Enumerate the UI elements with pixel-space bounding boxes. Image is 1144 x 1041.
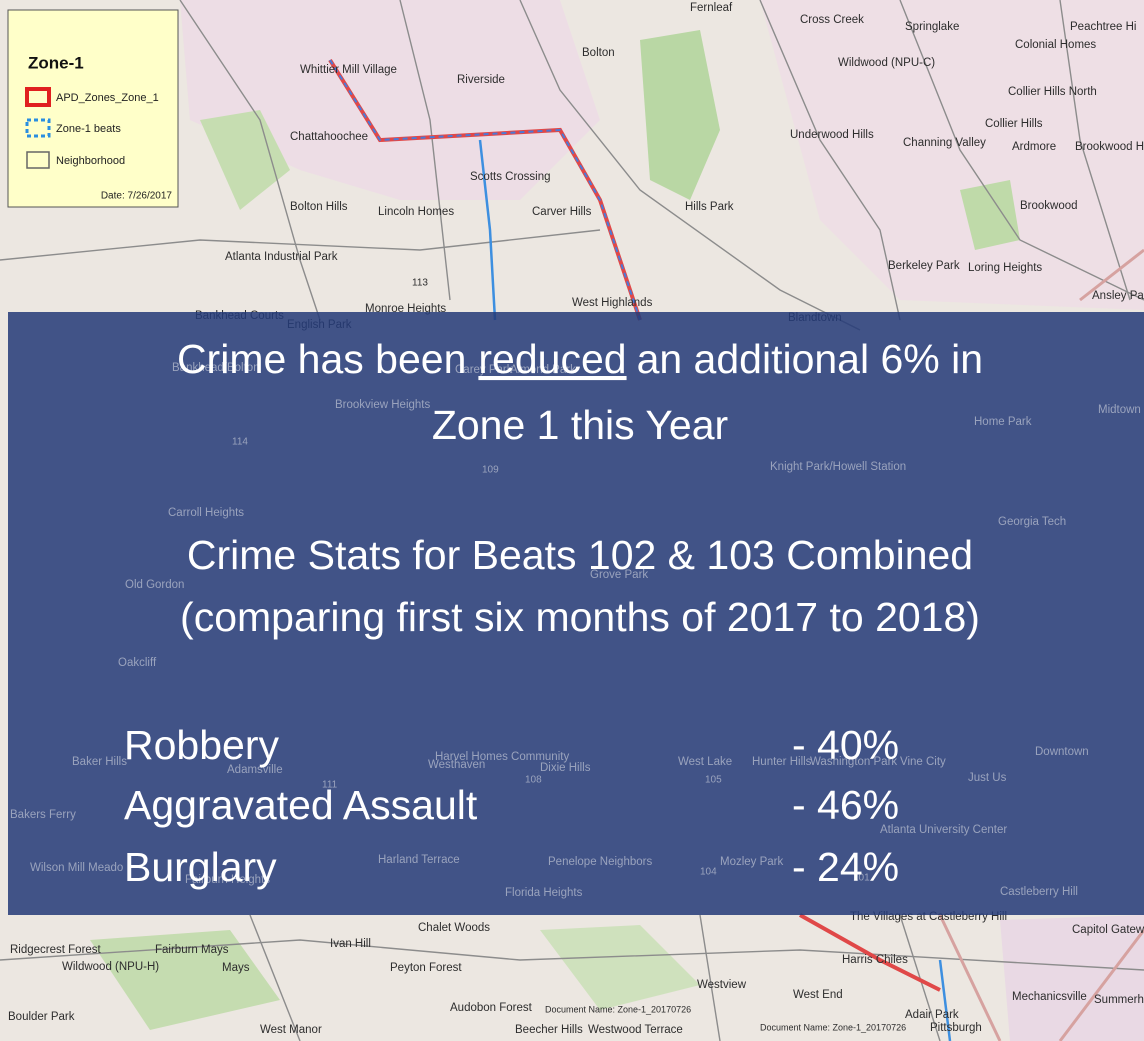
page: Fernleaf Cross Creek Springlake Peachtree H… <box>0 0 1144 1041</box>
map-label: Pittsburgh <box>930 1022 982 1034</box>
subtitle: Crime Stats for Beats 102 & 103 Combined <box>187 532 973 578</box>
map-label: Carroll Heights <box>168 507 244 519</box>
subtitle: (comparing first six months of 2017 to 2… <box>180 594 980 640</box>
legend-item: APD_Zones_Zone_1 <box>56 92 159 104</box>
map-label: Downtown <box>1035 746 1089 758</box>
map-label: Carver Hills <box>532 206 592 218</box>
map-label: Chalet Woods <box>418 922 490 934</box>
map-label: Florida Heights <box>505 887 583 899</box>
map-label: West Highlands <box>572 297 653 309</box>
stat-value: - 24% <box>792 844 899 890</box>
map-label: Document Name: Zone-1_20170726 <box>545 1004 691 1014</box>
headline-part: Crime has been <box>177 336 466 382</box>
map-label: Springlake <box>905 21 959 33</box>
stat-label: Robbery <box>124 722 279 768</box>
map-label: 114 <box>232 437 248 448</box>
map-label: Just Us <box>968 772 1007 784</box>
headline: Zone 1 this Year <box>432 402 728 448</box>
map-label: Mays <box>222 962 250 974</box>
headline-emphasis: reduced <box>478 336 626 382</box>
map-label: Home Park <box>974 416 1032 428</box>
map-label: Ardmore <box>1012 141 1056 153</box>
map-label: Mozley Park <box>720 856 784 868</box>
map-label: Bakers Ferry <box>10 809 76 821</box>
headline-part: an additional 6% in <box>637 336 983 382</box>
map-label: Harland Terrace <box>378 854 460 866</box>
map-label: Bolton <box>582 47 615 59</box>
map-label: 108 <box>525 775 542 786</box>
map-label: Riverside <box>457 74 505 86</box>
stat-value: - 46% <box>792 782 899 828</box>
map-label: 105 <box>705 775 722 786</box>
map-label: Wildwood (NPU-C) <box>838 57 935 69</box>
map-label: 113 <box>412 278 428 289</box>
map-label: Old Gordon <box>125 579 184 591</box>
map-label: Lincoln Homes <box>378 206 454 218</box>
map-label: 104 <box>700 867 717 878</box>
map-label: Cross Creek <box>800 14 864 26</box>
map-label: Peyton Forest <box>390 962 462 974</box>
map-label: Adair Park <box>905 1009 959 1021</box>
map-label: Westwood Terrace <box>588 1024 683 1036</box>
map-label: Atlanta Industrial Park <box>225 251 338 263</box>
map-label: Midtown <box>1098 404 1141 416</box>
map-label: Peachtree Hi <box>1070 21 1136 33</box>
map-label: Capitol Gatew <box>1072 924 1144 936</box>
map-label: Ivan Hill <box>330 938 371 950</box>
map-label: Document Name: Zone-1_20170726 <box>760 1022 906 1032</box>
map-label: Summerhi <box>1094 994 1144 1006</box>
map-label: Boulder Park <box>8 1011 75 1023</box>
map-label: Underwood Hills <box>790 129 874 141</box>
map-label: Mechanicsville <box>1012 991 1087 1003</box>
map-label: Penelope Neighbors <box>548 856 652 868</box>
map-label: Castleberry Hill <box>1000 886 1078 898</box>
map-label: 109 <box>482 465 499 476</box>
map-label: Brookview Heights <box>335 399 430 411</box>
legend: Zone-1 APD_Zones_Zone_1 Zone-1 beats Nei… <box>8 10 178 207</box>
map-label: Dixie Hills <box>540 762 591 774</box>
map-label: Wildwood (NPU-H) <box>62 961 159 973</box>
map-label: Beecher Hills <box>515 1024 583 1036</box>
map-label: Hills Park <box>685 201 734 213</box>
map-label: Chattahoochee <box>290 131 368 143</box>
map-label: Audobon Forest <box>450 1002 533 1014</box>
map-label: Ridgecrest Forest <box>10 944 102 956</box>
map-label: Brookwood Hills <box>1075 141 1144 153</box>
map-label: West Manor <box>260 1024 322 1036</box>
map-label: Collier Hills <box>985 118 1043 130</box>
map-label: Georgia Tech <box>998 516 1066 528</box>
map-label: Harris Chiles <box>842 954 908 966</box>
map-label: Colonial Homes <box>1015 39 1096 51</box>
stat-label: Aggravated Assault <box>124 782 478 828</box>
map-label: West End <box>793 989 843 1001</box>
stat-value: - 40% <box>792 722 899 768</box>
map-label: Westview <box>697 979 747 991</box>
map-label: Fairburn Mays <box>155 944 229 956</box>
map-label: Loring Heights <box>968 262 1042 274</box>
map-label: Ansley Pa <box>1092 290 1144 302</box>
map-label: Channing Valley <box>903 137 986 149</box>
legend-item: Neighborhood <box>56 155 125 167</box>
map-label: West Lake <box>678 756 732 768</box>
map-label: Baker Hills <box>72 756 127 768</box>
stat-label: Burglary <box>124 844 277 890</box>
map-label: Knight Park/Howell Station <box>770 461 906 473</box>
map-label: Scotts Crossing <box>470 171 551 183</box>
map-label: Berkeley Park <box>888 260 960 272</box>
map-label: Brookwood <box>1020 200 1078 212</box>
map-label: Vine City <box>900 756 946 768</box>
map-label: Fernleaf <box>690 2 733 14</box>
map-label: Bolton Hills <box>290 201 348 213</box>
legend-item: Zone-1 beats <box>56 123 121 135</box>
map-label: Oakcliff <box>118 657 157 669</box>
map-label: Whittier Mill Village <box>300 64 397 76</box>
legend-title: Zone-1 <box>28 53 84 72</box>
map-label: Wilson Mill Meado <box>30 862 123 874</box>
legend-date: Date: 7/26/2017 <box>101 191 173 202</box>
map-label: Westhaven <box>428 759 485 771</box>
map-label: Collier Hills North <box>1008 86 1097 98</box>
